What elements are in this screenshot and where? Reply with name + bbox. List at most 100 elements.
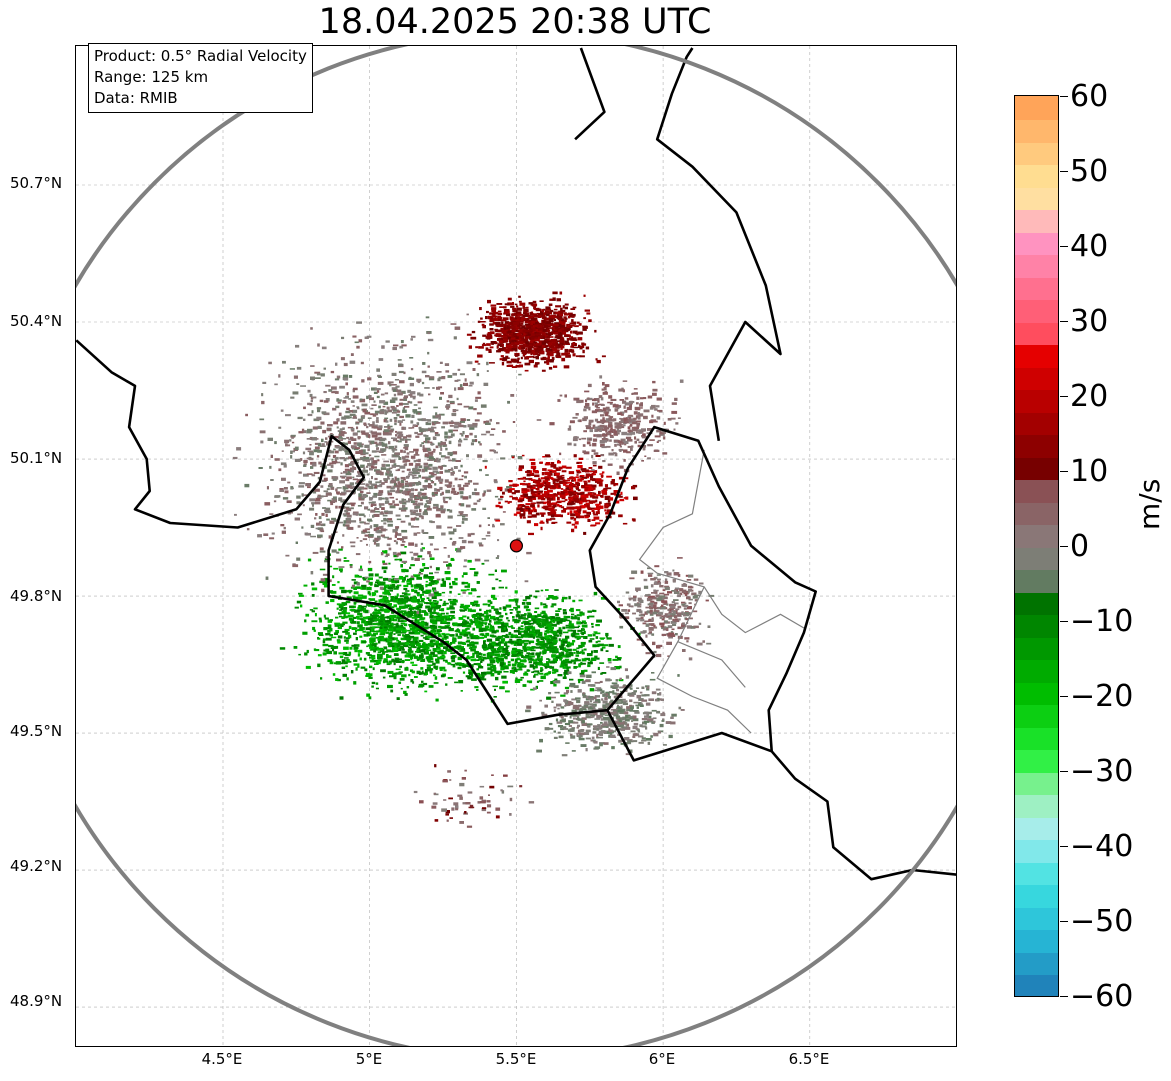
echo-pixel [596, 359, 601, 364]
echo-pixel [403, 611, 409, 615]
echo-pixel [457, 641, 464, 645]
echo-pixel [440, 621, 446, 624]
echo-pixel [617, 709, 624, 713]
echo-pixel [336, 603, 340, 606]
echo-pixel [234, 513, 237, 516]
echo-pixel [312, 461, 317, 465]
echo-pixel [317, 476, 321, 480]
echo-pixel [325, 633, 331, 636]
echo-pixel [517, 456, 523, 460]
echo-pixel [359, 517, 362, 522]
echo-pixel [401, 648, 405, 651]
echo-pixel [349, 469, 352, 473]
echo-pixel [374, 388, 381, 391]
echo-pixel [384, 608, 391, 612]
echo-pixel [449, 582, 451, 586]
echo-pixel [521, 622, 524, 624]
echo-pixel [619, 657, 622, 659]
echo-pixel [356, 537, 359, 539]
echo-pixel [409, 509, 413, 513]
echo-pixel [365, 627, 371, 631]
echo-pixel [265, 576, 269, 580]
echo-pixel [576, 716, 580, 720]
echo-pixel [629, 699, 633, 703]
echo-pixel [553, 308, 558, 311]
echo-pixel [539, 300, 544, 302]
echo-pixel [476, 668, 479, 671]
echo-pixel [503, 627, 506, 631]
echo-pixel [371, 634, 377, 637]
echo-pixel [439, 413, 445, 416]
echo-pixel [368, 424, 375, 427]
echo-pixel [357, 649, 363, 653]
echo-pixel [429, 600, 432, 604]
echo-pixel [536, 680, 540, 683]
echo-pixel [608, 702, 613, 706]
echo-pixel [564, 703, 570, 707]
echo-pixel [566, 666, 571, 669]
echo-pixel [629, 717, 633, 720]
echo-pixel [599, 742, 605, 745]
echo-pixel [559, 291, 563, 295]
echo-pixel [536, 419, 542, 421]
echo-pixel [330, 486, 335, 490]
echo-pixel [533, 675, 536, 678]
echo-pixel [564, 648, 567, 653]
echo-pixel [345, 507, 349, 510]
echo-pixel [395, 430, 398, 433]
echo-pixel [616, 699, 623, 702]
radar-map[interactable] [76, 46, 957, 1047]
echo-pixel [326, 427, 331, 431]
echo-pixel [424, 453, 429, 457]
echo-pixel [514, 653, 520, 657]
echo-pixel [564, 722, 571, 726]
echo-pixel [419, 614, 423, 618]
echo-pixel [446, 400, 450, 403]
echo-pixel [393, 463, 397, 466]
echo-pixel [284, 490, 289, 494]
echo-pixel [348, 625, 352, 629]
echo-pixel [493, 696, 497, 698]
echo-pixel [342, 400, 347, 404]
echo-pixel [435, 412, 438, 416]
echo-pixel [597, 736, 603, 739]
echo-pixel [566, 619, 570, 622]
echo-pixel [558, 735, 564, 739]
echo-pixel [567, 729, 571, 732]
echo-pixel [294, 606, 299, 609]
velocity-echoes [232, 291, 715, 828]
echo-pixel [415, 615, 421, 619]
echo-pixel [569, 652, 574, 655]
echo-pixel [438, 444, 441, 447]
echo-pixel [651, 709, 657, 712]
echo-pixel [416, 591, 420, 595]
echo-pixel [427, 484, 433, 489]
echo-pixel [557, 731, 561, 734]
echo-pixel [608, 696, 611, 699]
echo-pixel [435, 489, 440, 491]
echo-pixel [336, 446, 342, 449]
echo-pixel [448, 628, 454, 632]
echo-pixel [375, 444, 378, 447]
echo-pixel [314, 517, 317, 520]
echo-pixel [410, 511, 416, 516]
echo-pixel [398, 620, 404, 623]
echo-pixel [414, 557, 420, 561]
echo-pixel [398, 457, 402, 460]
echo-pixel [565, 635, 570, 639]
echo-pixel [336, 551, 340, 554]
radar-map-panel[interactable] [75, 45, 957, 1047]
echo-pixel [512, 421, 516, 423]
echo-pixel [410, 420, 414, 424]
echo-pixel [503, 317, 509, 321]
echo-pixel [608, 661, 612, 664]
echo-pixel [386, 543, 391, 547]
echo-pixel [533, 595, 538, 598]
echo-pixel [395, 558, 400, 561]
echo-pixel [540, 656, 543, 658]
echo-pixel [420, 652, 424, 656]
echo-pixel [535, 646, 542, 649]
echo-pixel [484, 628, 489, 631]
echo-pixel [402, 407, 406, 410]
echo-pixel [515, 602, 518, 606]
